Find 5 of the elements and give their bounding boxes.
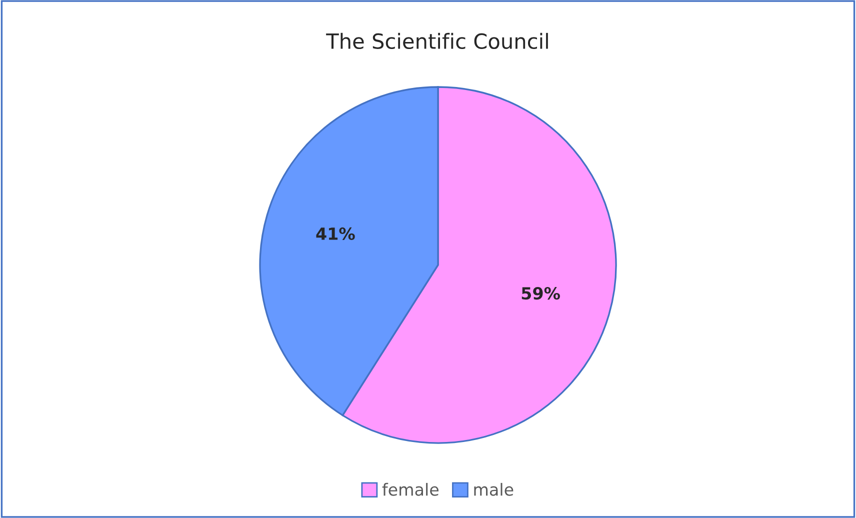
chart-title: The Scientific Council: [326, 32, 548, 50]
legend-label: female: [382, 482, 439, 496]
data-label: 59%: [522, 287, 560, 300]
legend-label: male: [474, 482, 514, 496]
data-label: 41%: [316, 227, 355, 240]
